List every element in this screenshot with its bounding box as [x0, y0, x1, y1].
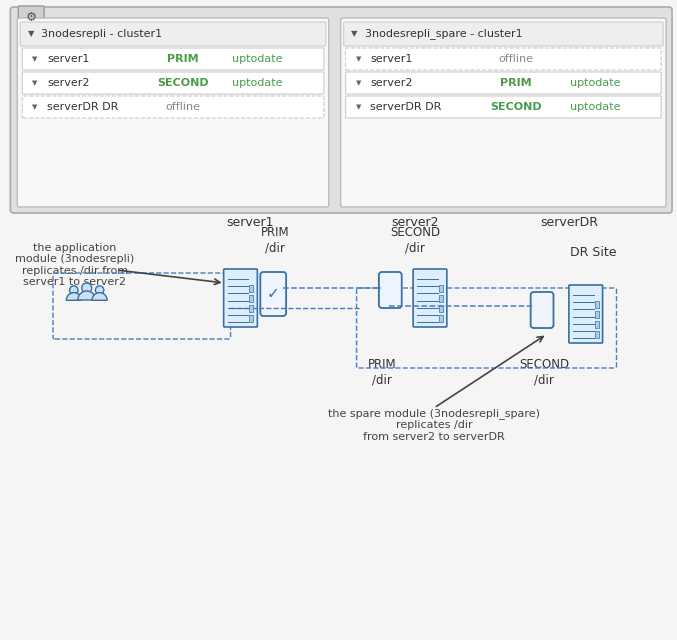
Text: uptodate: uptodate [571, 78, 621, 88]
Text: ▼: ▼ [32, 104, 38, 110]
Text: ▼: ▼ [32, 56, 38, 62]
Text: serverDR: serverDR [540, 216, 598, 228]
Text: uptodate: uptodate [232, 54, 282, 64]
Text: PRIM
/dir: PRIM /dir [261, 226, 290, 254]
Bar [594, 311, 598, 318]
Text: ▼: ▼ [356, 104, 362, 110]
Bar [249, 285, 253, 292]
FancyBboxPatch shape [22, 48, 324, 70]
Text: the application
module (3nodesrepli)
replicates /dir from
server1 to server2: the application module (3nodesrepli) rep… [15, 243, 135, 287]
Text: SECOND
/dir: SECOND /dir [390, 226, 440, 254]
FancyBboxPatch shape [346, 48, 661, 70]
Text: PRIM: PRIM [167, 54, 199, 64]
Text: SECOND: SECOND [490, 102, 542, 112]
Text: ▼: ▼ [356, 80, 362, 86]
Circle shape [70, 286, 78, 294]
FancyBboxPatch shape [223, 269, 257, 327]
FancyBboxPatch shape [10, 7, 672, 213]
Text: SECOND: SECOND [157, 78, 209, 88]
FancyBboxPatch shape [18, 6, 44, 28]
FancyBboxPatch shape [261, 272, 286, 316]
FancyBboxPatch shape [346, 72, 661, 94]
Wedge shape [92, 292, 107, 300]
FancyBboxPatch shape [379, 272, 401, 308]
FancyBboxPatch shape [341, 18, 666, 207]
Text: PRIM
/dir: PRIM /dir [368, 358, 397, 386]
Bar [594, 301, 598, 308]
FancyBboxPatch shape [569, 285, 603, 343]
Text: ▼: ▼ [356, 56, 362, 62]
Bar [249, 315, 253, 322]
FancyBboxPatch shape [20, 22, 326, 46]
Bar [439, 305, 443, 312]
Text: uptodate: uptodate [571, 102, 621, 112]
Text: server2: server2 [370, 78, 413, 88]
Text: the spare module (3nodesrepli_spare)
replicates /dir
from server2 to serverDR: the spare module (3nodesrepli_spare) rep… [328, 408, 540, 442]
Text: ✓: ✓ [267, 287, 280, 301]
Bar [249, 295, 253, 302]
Text: server1: server1 [227, 216, 274, 228]
Text: PRIM: PRIM [500, 78, 532, 88]
Wedge shape [66, 292, 81, 300]
Text: offline: offline [165, 102, 200, 112]
Text: ▼: ▼ [28, 29, 35, 38]
Bar [439, 285, 443, 292]
FancyBboxPatch shape [344, 22, 663, 46]
Bar [594, 321, 598, 328]
Bar [249, 305, 253, 312]
Bar [439, 315, 443, 322]
FancyBboxPatch shape [346, 96, 661, 118]
Text: serverDR DR: serverDR DR [47, 102, 118, 112]
Text: uptodate: uptodate [232, 78, 282, 88]
Text: DR Site: DR Site [571, 246, 617, 259]
FancyBboxPatch shape [22, 72, 324, 94]
Text: 3nodesrepli_spare - cluster1: 3nodesrepli_spare - cluster1 [364, 29, 522, 40]
Text: server1: server1 [370, 54, 413, 64]
FancyBboxPatch shape [413, 269, 447, 327]
FancyBboxPatch shape [18, 18, 329, 207]
Text: server2: server2 [391, 216, 439, 228]
Wedge shape [78, 291, 95, 300]
Text: serverDR DR: serverDR DR [370, 102, 442, 112]
Circle shape [95, 286, 104, 294]
Text: server1: server1 [47, 54, 89, 64]
Text: 3nodesrepli - cluster1: 3nodesrepli - cluster1 [41, 29, 162, 39]
FancyBboxPatch shape [531, 292, 554, 328]
FancyBboxPatch shape [22, 96, 324, 118]
Text: ▼: ▼ [351, 29, 358, 38]
Text: server2: server2 [47, 78, 89, 88]
Text: ⚙: ⚙ [26, 10, 37, 24]
Text: offline: offline [499, 54, 533, 64]
Text: SECOND
/dir: SECOND /dir [519, 358, 569, 386]
Circle shape [82, 283, 91, 293]
Bar [439, 295, 443, 302]
Text: ▼: ▼ [32, 80, 38, 86]
Bar [594, 331, 598, 338]
